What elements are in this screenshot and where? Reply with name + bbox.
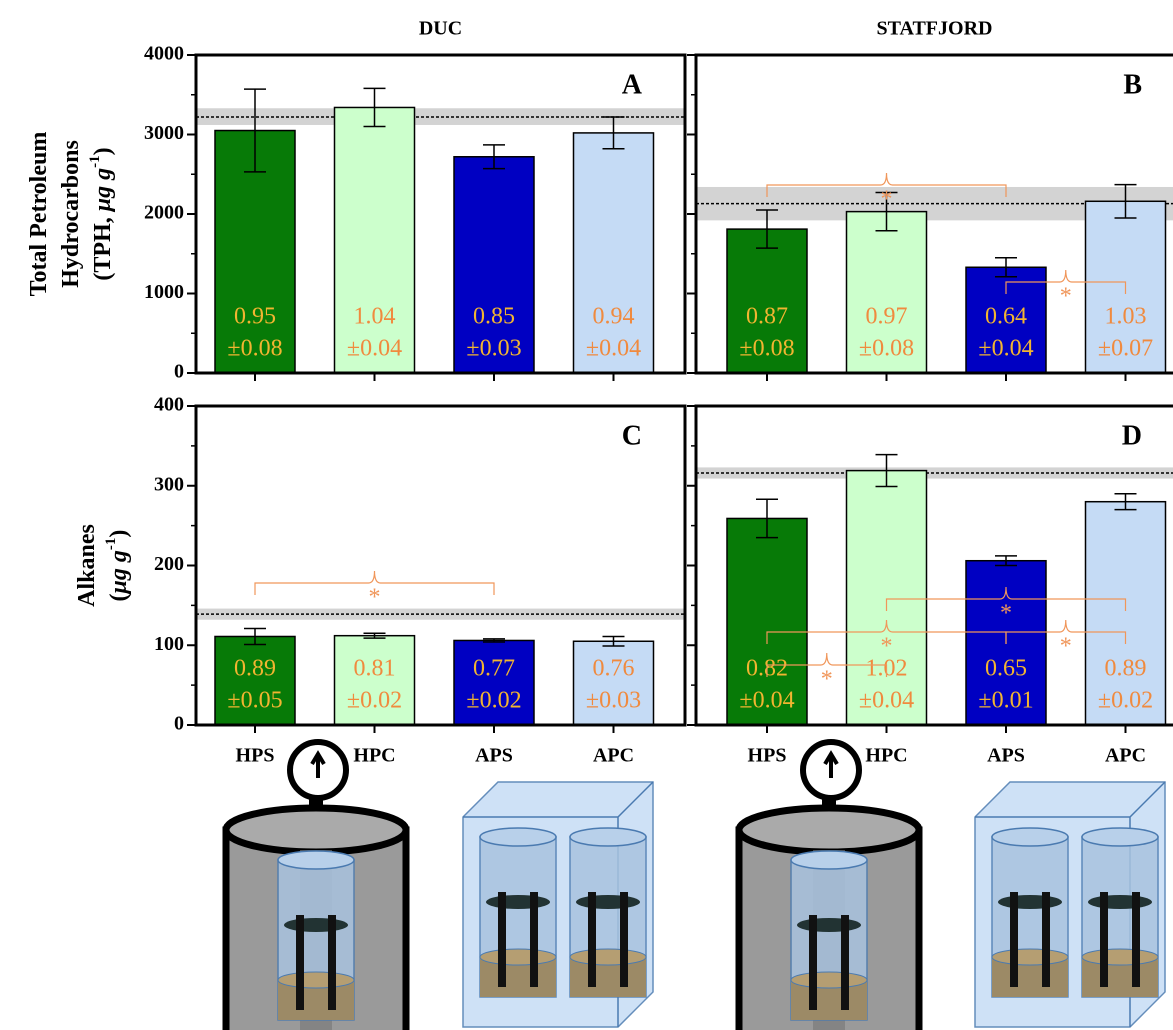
ratio-label: 0.97 [866, 304, 908, 330]
y-axis-label: Alkanes [74, 524, 100, 607]
significance-label: * [821, 667, 833, 693]
ratio-label: ±0.02 [347, 688, 402, 714]
ratio-label: 1.03 [1105, 304, 1147, 330]
panel-label: D [1122, 420, 1142, 451]
ratio-label: ±0.08 [739, 336, 794, 362]
y-tick-label: 100 [154, 633, 184, 655]
y-axis-label-part: Hydrocarbons [58, 140, 84, 288]
x-tick-label: HPS [236, 745, 275, 767]
ratio-label: 0.64 [985, 304, 1027, 330]
column-title: STATFJORD [877, 18, 993, 40]
y-axis-label-part: -1 [87, 155, 103, 168]
illustration [226, 742, 1165, 1030]
ratio-label: 0.76 [593, 656, 635, 682]
ratio-label: 1.04 [354, 304, 396, 330]
panel-label: B [1123, 69, 1142, 100]
ratio-label: ±0.04 [586, 336, 641, 362]
ratio-label: ±0.02 [1098, 688, 1153, 714]
x-tick-label: APS [475, 745, 513, 767]
ratio-label: ±0.08 [859, 336, 914, 362]
y-axis-label-part: Alkanes [74, 524, 100, 607]
ratio-label: ±0.04 [978, 336, 1033, 362]
ratio-label: ±0.07 [1098, 336, 1153, 362]
y-tick-label: 0 [174, 713, 184, 735]
y-axis-label: (TPH, μg g-1) [87, 147, 115, 280]
bar [335, 107, 415, 373]
y-tick-label: 3000 [144, 122, 184, 144]
ratio-label: ±0.08 [227, 336, 282, 362]
column-title: DUC [419, 18, 462, 40]
y-axis-label-part: (TPH, [90, 211, 116, 280]
x-tick-label: APS [987, 745, 1025, 767]
significance-label: * [881, 634, 893, 660]
ratio-label: 0.65 [985, 656, 1027, 682]
ratio-label: ±0.05 [227, 688, 282, 714]
ratio-label: 0.77 [473, 656, 515, 682]
y-tick-label: 200 [154, 553, 184, 575]
ratio-label: 0.85 [473, 304, 515, 330]
y-tick-label: 400 [154, 394, 184, 416]
x-tick-label: APC [593, 745, 634, 767]
ratio-label: ±0.01 [978, 688, 1033, 714]
ratio-label: ±0.03 [466, 336, 521, 362]
x-tick-label: APC [1105, 745, 1146, 767]
significance-label: * [369, 585, 381, 611]
y-axis-label: Hydrocarbons [58, 140, 84, 288]
y-axis-label-part: Total Petroleum [26, 132, 52, 297]
y-axis-label: Total Petroleum [26, 132, 52, 297]
significance-label: * [1060, 634, 1072, 660]
x-tick-label: HPC [353, 745, 395, 767]
y-axis-label-part: μg g [106, 550, 132, 595]
ratio-label: ±0.02 [466, 688, 521, 714]
y-tick-label: 0 [174, 361, 184, 383]
y-tick-label: 4000 [144, 43, 184, 65]
ratio-label: ±0.04 [739, 688, 794, 714]
ratio-label: 0.94 [593, 304, 635, 330]
ratio-label: 0.87 [746, 304, 788, 330]
ratio-label: ±0.04 [859, 688, 914, 714]
x-tick-label: HPC [865, 745, 907, 767]
y-axis-label-part: μg g [90, 168, 116, 213]
significance-label: * [1060, 284, 1072, 310]
ratio-label: ±0.04 [347, 336, 402, 362]
ratio-label: ±0.03 [586, 688, 641, 714]
panel-label: A [622, 69, 643, 100]
y-axis-label: (μg g-1) [103, 530, 131, 602]
ratio-label: 0.95 [234, 304, 276, 330]
y-axis-label-part: ) [90, 147, 116, 155]
figure: 0.95 ±0.08 1.04 ±0.04 0.85 ±0.03 0.94 ±0.04 0 100… [0, 0, 1173, 1030]
y-axis-label-part: -1 [103, 538, 119, 551]
y-axis-label-part: ) [106, 530, 132, 538]
y-tick-label: 1000 [144, 281, 184, 303]
significance-label: * [1000, 601, 1012, 627]
y-tick-label: 2000 [144, 202, 184, 224]
y-axis-label-part: ( [106, 593, 132, 601]
panel-label: C [622, 420, 642, 451]
ratio-label: 0.81 [354, 656, 396, 682]
ratio-label: 0.89 [1105, 656, 1147, 682]
ratio-label: 0.89 [234, 656, 276, 682]
x-tick-label: HPS [748, 745, 787, 767]
y-tick-label: 300 [154, 473, 184, 495]
significance-label: * [881, 187, 893, 213]
